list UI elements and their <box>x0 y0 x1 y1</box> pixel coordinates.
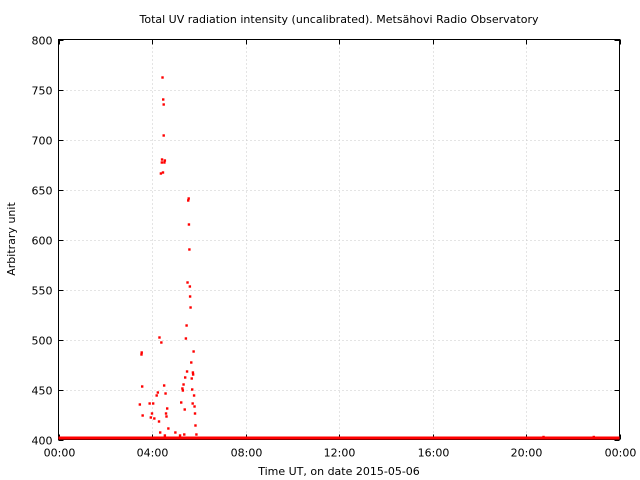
x-tick-label: 16:00 <box>418 447 450 460</box>
data-point <box>138 403 142 406</box>
data-point <box>162 98 165 101</box>
data-point <box>161 171 165 174</box>
y-tick-label: 450 <box>32 385 53 398</box>
data-point <box>192 350 195 353</box>
data-point <box>165 415 168 418</box>
data-point <box>191 371 195 374</box>
data-point <box>162 134 165 137</box>
y-tick-label: 800 <box>32 35 53 48</box>
data-point <box>162 103 165 106</box>
data-point <box>153 417 156 420</box>
data-point <box>174 431 177 434</box>
x-tick-label: 00:00 <box>605 447 637 460</box>
y-tick-label: 700 <box>32 135 53 148</box>
y-tick-label: 650 <box>32 185 53 198</box>
data-point <box>191 373 195 376</box>
axis-ticks: 400 450 500 550 600 650 700 750 800 00:00 04:00 08:… <box>32 35 637 460</box>
data-point <box>162 384 166 387</box>
grid <box>58 39 620 440</box>
x-tick-label: 00:00 <box>44 447 76 460</box>
data-point <box>193 405 196 408</box>
data-point <box>187 223 191 226</box>
data-point <box>189 306 192 309</box>
data-point <box>185 370 189 373</box>
x-tick-label: 12:00 <box>324 447 356 460</box>
data-point <box>190 361 193 364</box>
data-point <box>164 392 167 395</box>
data-point <box>167 427 170 430</box>
data-point <box>188 295 192 298</box>
data-point <box>157 420 161 423</box>
y-tick-label: 500 <box>32 335 53 348</box>
data-point <box>183 376 187 379</box>
data-point <box>195 433 198 436</box>
data-point <box>140 353 143 356</box>
x-tick-label: 20:00 <box>511 447 543 460</box>
y-tick-label: 750 <box>32 85 53 98</box>
data-point <box>186 281 189 284</box>
chart-title: Total UV radiation intensity (uncalibrat… <box>139 13 539 26</box>
data-point <box>184 337 188 340</box>
data-point <box>164 412 168 415</box>
data-point <box>185 324 188 327</box>
data-point <box>592 435 595 439</box>
data-point <box>181 389 185 392</box>
data-point <box>161 76 164 79</box>
x-tick-label: 08:00 <box>231 447 263 460</box>
data-point <box>159 172 163 175</box>
data-point <box>182 383 185 386</box>
data-point <box>178 434 182 437</box>
data-point <box>141 414 144 417</box>
x-tick-label: 04:00 <box>137 447 169 460</box>
data-point <box>188 285 192 288</box>
data-point <box>160 158 164 161</box>
data-point <box>140 351 143 354</box>
data-point <box>165 407 169 410</box>
data-point <box>183 433 186 436</box>
data-point <box>181 387 184 390</box>
data-point <box>542 435 545 439</box>
data-point <box>194 424 197 427</box>
data-point <box>183 408 186 411</box>
data-point <box>163 434 167 437</box>
data-point <box>160 161 164 164</box>
data-point <box>149 416 153 419</box>
data-point <box>188 248 191 251</box>
data-series <box>58 76 620 440</box>
data-point <box>190 377 193 380</box>
data-point <box>187 197 190 200</box>
data-point <box>151 402 155 405</box>
data-point <box>191 402 194 405</box>
data-point <box>192 394 196 397</box>
y-axis-label: Arbitrary unit <box>5 202 18 276</box>
data-point <box>158 431 162 434</box>
data-point <box>163 161 166 164</box>
data-point <box>191 388 194 391</box>
y-tick-label: 550 <box>32 285 53 298</box>
data-point <box>187 199 190 202</box>
x-axis-label: Time UT, on date 2015-05-06 <box>257 465 420 478</box>
y-tick-label: 400 <box>32 435 53 448</box>
data-point <box>156 391 160 394</box>
data-point <box>155 394 158 397</box>
data-point <box>160 341 163 344</box>
data-point <box>193 412 197 415</box>
data-point <box>148 402 151 405</box>
baseline-points <box>58 436 620 440</box>
data-point <box>150 412 154 415</box>
data-point <box>158 336 161 339</box>
data-point <box>180 401 183 404</box>
data-point <box>163 159 167 162</box>
data-point <box>140 385 144 388</box>
y-tick-label: 600 <box>32 235 53 248</box>
